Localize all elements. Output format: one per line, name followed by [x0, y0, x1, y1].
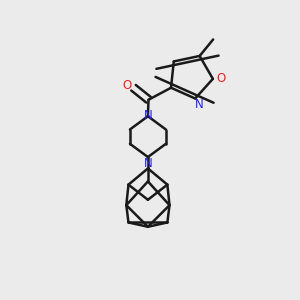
Text: N: N	[143, 157, 152, 169]
Text: N: N	[143, 109, 152, 122]
Text: O: O	[122, 79, 131, 92]
Text: O: O	[217, 72, 226, 86]
Text: N: N	[194, 98, 203, 111]
